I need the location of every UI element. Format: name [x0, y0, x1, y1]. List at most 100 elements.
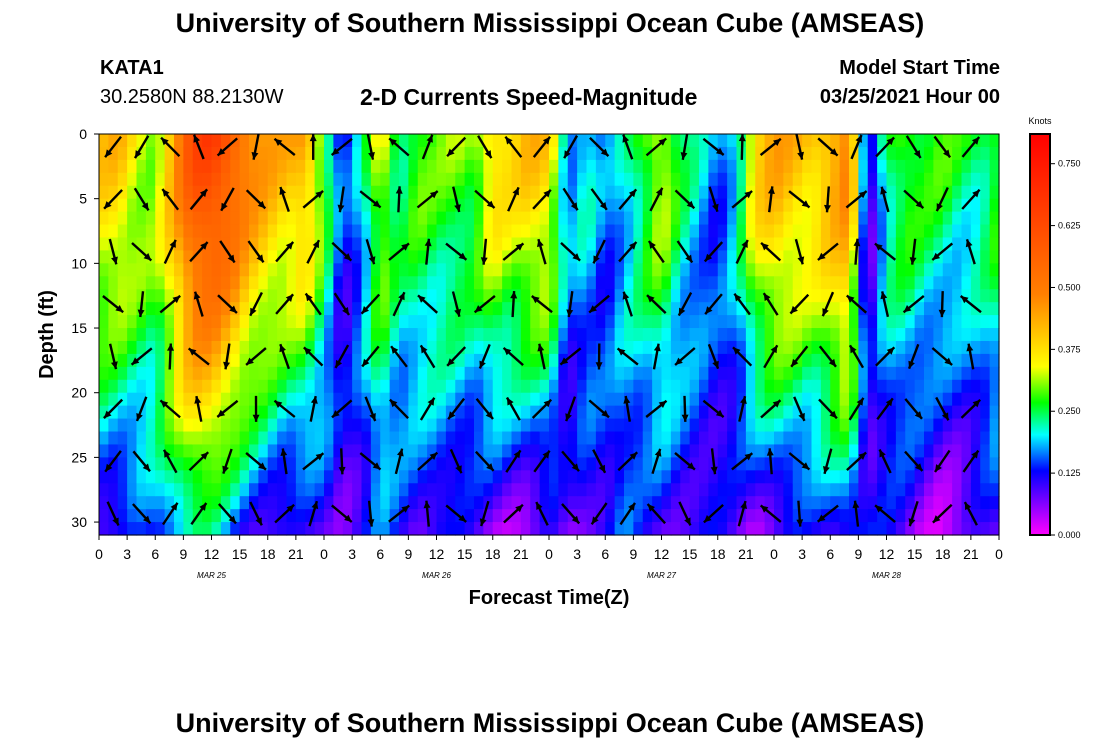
- heatmap-cell: [811, 522, 822, 536]
- heatmap-cell: [867, 289, 878, 303]
- heatmap-cell: [417, 353, 428, 368]
- current-vector-head: [598, 464, 606, 473]
- heatmap-cell: [145, 134, 156, 148]
- heatmap-cell: [342, 146, 353, 161]
- heatmap-cell: [436, 211, 447, 226]
- heatmap-cell: [267, 470, 278, 484]
- heatmap-cell: [155, 289, 166, 303]
- current-vector-head: [503, 347, 512, 356]
- heatmap-cell: [352, 392, 363, 407]
- current-vector-head: [311, 501, 319, 510]
- heatmap-cell: [352, 159, 363, 174]
- heatmap-cell: [117, 328, 128, 342]
- heatmap-cell: [539, 289, 550, 303]
- current-vector-head: [368, 256, 376, 265]
- heatmap-cell: [764, 431, 775, 446]
- current-vector-head: [629, 452, 638, 460]
- heatmap-cell: [567, 340, 578, 355]
- heatmap-cell: [352, 134, 363, 148]
- heatmap-cell: [333, 146, 344, 161]
- current-vector-head: [542, 136, 551, 145]
- current-vector-head: [817, 252, 826, 260]
- heatmap-cell: [736, 276, 747, 290]
- heatmap-cell: [961, 392, 972, 407]
- heatmap-cell: [295, 431, 306, 446]
- heatmap-cell: [445, 276, 456, 290]
- heatmap-cell: [680, 328, 691, 342]
- heatmap-cell: [577, 392, 588, 407]
- heatmap-cell: [577, 353, 588, 368]
- heatmap-cell: [427, 211, 438, 226]
- heatmap-cell: [905, 289, 916, 303]
- heatmap-cell: [230, 340, 241, 355]
- heatmap-cell: [520, 340, 531, 355]
- heatmap-cell: [755, 263, 766, 277]
- heatmap-cell: [670, 250, 681, 264]
- heatmap-cell: [389, 250, 400, 264]
- heatmap-cell: [680, 185, 691, 200]
- heatmap-cell: [483, 276, 494, 290]
- heatmap-cell: [886, 328, 897, 342]
- heatmap-cell: [99, 172, 109, 187]
- heatmap-cell: [792, 276, 803, 290]
- current-vector-head: [543, 189, 551, 198]
- heatmap-cell: [399, 431, 409, 446]
- heatmap-cell: [474, 418, 484, 433]
- heatmap-cell: [464, 224, 475, 239]
- heatmap-cell: [445, 211, 456, 226]
- heatmap-cell: [736, 470, 747, 484]
- heatmap-cell: [258, 146, 269, 161]
- heatmap-cell: [642, 418, 653, 433]
- x-tick-label: 21: [738, 546, 754, 562]
- heatmap-cell: [474, 328, 484, 342]
- heatmap-cell: [277, 522, 288, 536]
- heatmap-cell: [408, 483, 419, 497]
- heatmap-cell: [539, 405, 550, 420]
- heatmap-cell: [417, 237, 428, 252]
- heatmap-cell: [774, 315, 784, 329]
- heatmap-cell: [324, 276, 334, 290]
- heatmap-cell: [567, 379, 578, 394]
- heatmap-cell: [164, 289, 175, 303]
- heatmap-cell: [370, 418, 381, 433]
- heatmap-cell: [202, 457, 213, 471]
- heatmap-cell: [520, 289, 531, 303]
- heatmap-cell: [530, 379, 541, 394]
- heatmap-cell: [717, 379, 728, 394]
- heatmap-cell: [258, 483, 269, 497]
- heatmap-cell: [380, 172, 391, 187]
- heatmap-cell: [267, 405, 278, 420]
- heatmap-cell: [886, 444, 897, 458]
- heatmap-cell: [549, 198, 559, 213]
- heatmap-cell: [745, 237, 756, 252]
- heatmap-cell: [408, 366, 419, 381]
- heatmap-cell: [811, 263, 822, 277]
- heatmap-cell: [661, 289, 672, 303]
- heatmap-cell: [342, 431, 353, 446]
- heatmap-cell: [277, 483, 288, 497]
- heatmap-cell: [764, 340, 775, 355]
- heatmap-cell: [127, 405, 138, 420]
- heatmap-cell: [202, 276, 213, 290]
- heatmap-cell: [661, 405, 672, 420]
- heatmap-cell: [914, 134, 925, 148]
- heatmap-cell: [820, 418, 831, 433]
- heatmap-cell: [755, 353, 766, 368]
- heatmap-cell: [980, 522, 991, 536]
- heatmap-cell: [633, 483, 644, 497]
- heatmap-cell: [267, 496, 278, 510]
- heatmap-cell: [117, 522, 128, 536]
- heatmap-cell: [670, 340, 681, 355]
- heatmap-cell: [877, 263, 888, 277]
- heatmap-cell: [652, 444, 663, 458]
- heatmap-cell: [774, 302, 784, 316]
- heatmap-cell: [258, 263, 269, 277]
- heatmap-cell: [877, 379, 888, 394]
- heatmap-cell: [577, 276, 588, 290]
- heatmap-cell: [586, 444, 597, 458]
- heatmap-cell: [820, 522, 831, 536]
- heatmap-cell: [239, 405, 250, 420]
- current-vector-head: [458, 252, 467, 260]
- heatmap-cell: [820, 483, 831, 497]
- heatmap-cell: [230, 470, 241, 484]
